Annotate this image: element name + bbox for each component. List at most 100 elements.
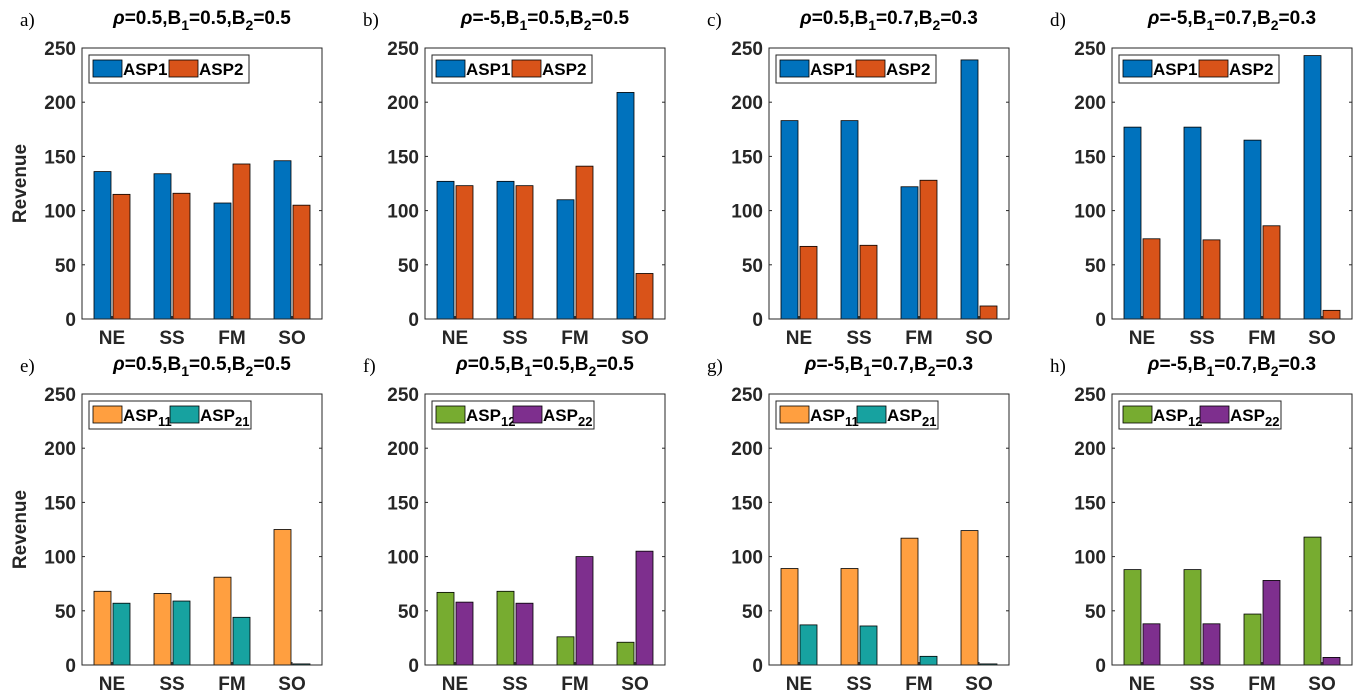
panel-label: a) <box>20 10 35 31</box>
bar-asp22-ss <box>1202 623 1221 666</box>
y-tick-label: 0 <box>65 656 76 677</box>
bar-asp21-fm <box>232 616 251 666</box>
y-tick-label: 100 <box>44 202 76 223</box>
x-tick-label: SO <box>965 328 992 349</box>
axes-box <box>1111 393 1353 666</box>
bar-asp11-ss <box>153 593 172 666</box>
x-tick-label: SO <box>278 674 305 695</box>
legend-swatch <box>856 405 887 424</box>
bar-asp11-ss <box>840 568 859 666</box>
x-tick-label: NE <box>1129 328 1155 349</box>
x-tick-label: FM <box>561 674 588 695</box>
bar-asp1-fm <box>556 199 575 320</box>
x-tick-label: FM <box>905 674 932 695</box>
y-tick-label: 200 <box>731 439 763 460</box>
x-tick-label: FM <box>1248 674 1275 695</box>
x-tick-label: FM <box>218 328 245 349</box>
bar-asp21-ss <box>859 625 878 666</box>
y-axis-label: Revenue <box>10 144 31 223</box>
bar-asp22-so <box>1322 657 1341 666</box>
x-tick-label: NE <box>786 674 812 695</box>
bar-asp1-so <box>616 92 635 320</box>
x-tick-label: FM <box>561 328 588 349</box>
legend-swatch <box>511 59 542 78</box>
legend-swatch <box>168 59 199 78</box>
chart-panel-h: h) ρ=-5,B1=0.7,B2=0.3 0 50 100 150 200 250 NE SS F… <box>1050 354 1353 695</box>
x-tick-label: SO <box>1308 674 1335 695</box>
panel-label: f) <box>363 356 376 377</box>
y-tick-label: 150 <box>44 147 76 168</box>
bar-asp2-ne <box>1142 238 1161 320</box>
legend-swatch <box>855 59 886 78</box>
bar-asp21-fm <box>919 655 938 666</box>
y-tick-label: 100 <box>387 548 419 569</box>
y-tick-label: 150 <box>731 493 763 514</box>
legend-entry-label: ASP1 <box>1153 60 1197 79</box>
x-tick-label: NE <box>99 328 125 349</box>
y-tick-label: 50 <box>1085 602 1106 623</box>
bar-asp2-fm <box>919 179 938 320</box>
legend-entry-label: ASP12 <box>466 406 515 429</box>
bar-asp12-fm <box>556 636 575 666</box>
x-tick-label: SO <box>1308 328 1335 349</box>
x-tick-label: FM <box>905 328 932 349</box>
legend-swatch <box>92 405 123 424</box>
y-tick-label: 200 <box>1074 439 1106 460</box>
bar-asp22-fm <box>575 556 594 666</box>
x-tick-label: NE <box>1129 674 1155 695</box>
legend: ASP12 ASP22 <box>431 400 595 430</box>
legend-entry-label: ASP11 <box>810 406 859 429</box>
bar-asp11-ne <box>780 568 799 666</box>
axes-box <box>424 47 666 320</box>
bar-asp12-fm <box>1243 613 1262 666</box>
bar-asp12-ne <box>1123 569 1142 666</box>
bar-asp2-ss <box>1202 239 1221 320</box>
y-tick-label: 100 <box>44 548 76 569</box>
y-tick-label: 200 <box>731 93 763 114</box>
panel-title: ρ=0.5,B1=0.5,B2=0.5 <box>455 354 634 379</box>
y-tick-label: 50 <box>742 602 763 623</box>
legend-swatch <box>779 405 810 424</box>
axes-box <box>1111 47 1353 320</box>
legend-entry-label: ASP11 <box>123 406 172 429</box>
panel-label: d) <box>1050 10 1066 31</box>
y-tick-label: 150 <box>1074 147 1106 168</box>
y-tick-label: 250 <box>44 39 76 60</box>
bar-asp12-ss <box>496 590 515 666</box>
y-tick-label: 250 <box>387 385 419 406</box>
y-tick-label: 50 <box>55 602 76 623</box>
x-tick-label: SS <box>502 328 527 349</box>
y-tick-label: 50 <box>1085 256 1106 277</box>
y-tick-label: 150 <box>387 147 419 168</box>
legend-entry-label: ASP2 <box>886 60 930 79</box>
bar-asp2-fm <box>232 163 251 320</box>
y-tick-label: 0 <box>752 310 763 331</box>
bar-asp22-fm <box>1262 580 1281 666</box>
y-tick-label: 50 <box>398 602 419 623</box>
bar-asp21-ne <box>112 602 131 666</box>
x-tick-label: SO <box>621 328 648 349</box>
y-tick-label: 200 <box>44 93 76 114</box>
x-tick-label: NE <box>786 328 812 349</box>
bar-asp2-ss <box>859 244 878 320</box>
y-tick-label: 150 <box>731 147 763 168</box>
bar-asp22-ss <box>515 602 534 666</box>
panel-label: h) <box>1050 356 1066 377</box>
legend-swatch <box>169 405 200 424</box>
bar-asp2-so <box>979 305 998 320</box>
y-tick-label: 250 <box>731 385 763 406</box>
bar-asp2-so <box>292 204 311 320</box>
bar-asp2-ss <box>515 185 534 320</box>
legend-entry-label: ASP1 <box>123 60 167 79</box>
axes-box <box>81 47 323 320</box>
bar-asp11-so <box>273 529 292 666</box>
y-tick-label: 0 <box>408 310 419 331</box>
y-tick-label: 0 <box>1095 310 1106 331</box>
y-tick-label: 250 <box>1074 385 1106 406</box>
bar-asp21-ne <box>799 624 818 666</box>
x-tick-label: SO <box>621 674 648 695</box>
y-tick-label: 150 <box>44 493 76 514</box>
legend-swatch <box>1198 59 1229 78</box>
legend: ASP1 ASP2 <box>88 54 250 84</box>
